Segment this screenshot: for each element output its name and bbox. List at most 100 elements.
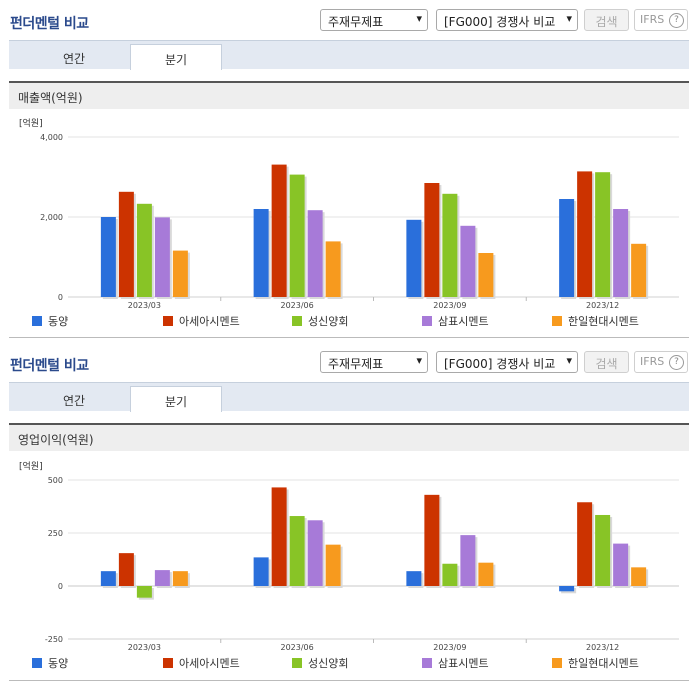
bar [631,567,647,586]
legend-swatch [422,316,432,326]
bar [406,219,422,297]
divider [9,337,689,338]
panel-title: 펀더멘털 비교 [10,16,89,32]
statement-select[interactable]: 주재무제표 ▾ [320,9,428,31]
x-tick-label: 2023/09 [433,301,466,310]
legend-swatch [422,658,432,668]
legend-swatch [163,658,173,668]
bar [559,586,575,592]
bar [478,562,494,586]
x-tick-label: 2023/06 [281,643,314,652]
tab-quarterly[interactable]: 분기 [130,386,222,412]
legend-swatch [32,316,42,326]
period-tabs: 연간 분기 [9,382,689,412]
bar [154,570,170,586]
peer-group-select[interactable]: [FG000] 경쟁사 비교 ▾ [436,351,578,373]
bar [271,487,287,586]
legend-label: 성신양회 [308,315,348,328]
period-tabs: 연간 분기 [9,40,689,70]
y-tick-label: 4,000 [40,133,63,142]
legend-label: 삼표시멘트 [438,315,489,328]
operating-profit-bar-chart: [억원] -250 0 250 500 2023/03 2023/06 2023/09 2023… [19,460,679,670]
chevron-down-icon: ▾ [566,354,572,367]
bar [406,571,422,586]
bar [631,243,647,297]
bar [253,209,269,297]
search-button[interactable]: 검색 [584,9,629,31]
x-tick-label: 2023/03 [128,301,161,310]
bar [325,241,341,297]
chevron-down-icon: ▾ [416,354,422,367]
tab-annual[interactable]: 연간 [62,394,86,408]
legend-swatch [32,658,42,668]
panel-title: 펀더멘털 비교 [10,358,89,374]
fundamental-panel-operating-profit: 펀더멘털 비교 주재무제표 ▾ [FG000] 경쟁사 비교 ▾ 검색 IFRS… [0,342,696,684]
bar [424,494,440,586]
y-tick-label: 2,000 [40,213,63,222]
bar [172,250,188,297]
bar [577,171,593,297]
ifrs-help-button[interactable]: IFRS ? [634,351,688,373]
chevron-down-icon: ▾ [416,12,422,25]
bar [307,210,323,297]
bar [172,571,188,586]
peer-group-select[interactable]: [FG000] 경쟁사 비교 ▾ [436,9,578,31]
panel-header: 펀더멘털 비교 주재무제표 ▾ [FG000] 경쟁사 비교 ▾ 검색 IFRS… [0,342,696,382]
bar [478,253,494,297]
bar [118,553,134,586]
search-button[interactable]: 검색 [584,351,629,373]
unit-label: [억원] [19,460,43,472]
y-tick-label: 250 [48,529,63,538]
fundamental-panel-revenue: 펀더멘털 비교 주재무제표 ▾ [FG000] 경쟁사 비교 ▾ 검색 IFRS… [0,0,696,341]
legend-label: 한일현대시멘트 [568,314,639,328]
legend-label: 삼표시멘트 [438,657,489,670]
y-tick-label: 0 [58,293,63,302]
legend-swatch [552,316,562,326]
bar [460,535,476,586]
x-tick-label: 2023/12 [586,301,619,310]
bar [271,164,287,297]
legend-label: 아세아시멘트 [179,315,240,328]
bar [595,172,611,297]
tab-annual[interactable]: 연간 [62,52,86,66]
statement-select[interactable]: 주재무제표 ▾ [320,351,428,373]
tab-quarterly[interactable]: 분기 [130,44,222,70]
bar [253,557,269,586]
bar [154,217,170,297]
y-tick-label: -250 [45,635,63,644]
ifrs-help-button[interactable]: IFRS ? [634,9,688,31]
legend-label: 동양 [48,657,68,670]
y-tick-label: 500 [48,476,63,485]
legend-swatch [292,658,302,668]
bar [613,209,629,297]
bar [559,199,575,297]
bar [307,520,323,586]
bar [100,571,116,586]
bar [613,543,629,586]
legend-label: 성신양회 [308,657,348,670]
section-title: 영업이익(억원) [9,423,689,451]
help-icon: ? [669,355,684,370]
x-tick-label: 2023/09 [433,643,466,652]
statement-select-value: 주재무제표 [328,15,384,29]
legend-label: 동양 [48,315,68,328]
bar [577,502,593,586]
legend-swatch [292,316,302,326]
bar [289,174,305,297]
legend-label: 아세아시멘트 [179,657,240,670]
legend-swatch [163,316,173,326]
bar [595,514,611,586]
bar [136,203,152,297]
bar [460,225,476,297]
peer-group-select-value: [FG000] 경쟁사 비교 [444,15,556,29]
ifrs-label: IFRS [640,355,665,368]
panel-header: 펀더멘털 비교 주재무제표 ▾ [FG000] 경쟁사 비교 ▾ 검색 IFRS… [0,0,696,40]
x-tick-label: 2023/03 [128,643,161,652]
x-tick-label: 2023/06 [281,301,314,310]
legend-label: 한일현대시멘트 [568,656,639,670]
bar [325,544,341,586]
help-icon: ? [669,13,684,28]
chevron-down-icon: ▾ [566,12,572,25]
revenue-bar-chart: [억원] 0 2,000 4,000 2023/03 2023/06 2023/09 2023… [19,117,679,328]
section-title: 매출액(억원) [9,81,689,109]
